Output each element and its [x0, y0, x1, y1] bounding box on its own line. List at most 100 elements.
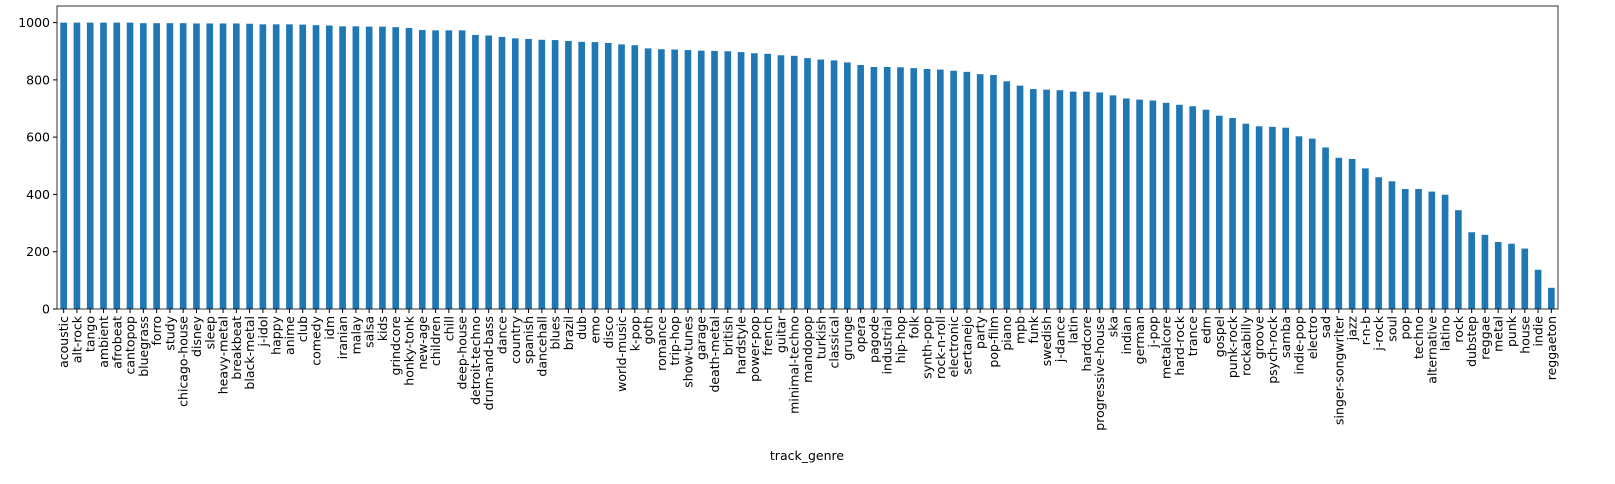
- x-tick-label: rockabilly: [1238, 315, 1253, 375]
- bar: [166, 23, 174, 310]
- x-tick-label: indie: [1531, 316, 1546, 347]
- bar: [511, 38, 519, 310]
- x-tick-label: hardstyle: [734, 316, 749, 375]
- bar: [1468, 232, 1475, 309]
- x-tick-label: iranian: [335, 316, 350, 359]
- x-tick-label: chicago-house: [176, 316, 191, 407]
- bar: [697, 50, 705, 309]
- x-tick-label: malay: [348, 315, 363, 354]
- bar: [259, 24, 267, 310]
- x-tick-label: new-age: [415, 316, 430, 370]
- x-tick-label: samba: [1278, 316, 1293, 358]
- x-tick-label: power-pop: [747, 316, 762, 382]
- bar: [193, 23, 200, 309]
- bar: [1508, 243, 1515, 309]
- bar: [790, 55, 798, 309]
- bar: [591, 42, 599, 309]
- x-tick-label: acoustic: [56, 316, 71, 368]
- x-tick-label: romance: [654, 316, 669, 371]
- x-tick-label: rock: [1451, 315, 1466, 342]
- bar: [1149, 100, 1157, 309]
- bar: [976, 74, 984, 310]
- bar: [1388, 181, 1396, 309]
- x-tick-label: sertanejo: [959, 316, 974, 375]
- x-tick-label: black-metal: [242, 316, 257, 390]
- x-tick-label: drum-and-bass: [481, 316, 496, 410]
- bar: [1069, 91, 1077, 309]
- bar: [1441, 194, 1449, 309]
- bar: [1189, 106, 1197, 309]
- x-tick-label: latin: [1066, 316, 1081, 343]
- x-tick-label: comedy: [309, 315, 324, 365]
- bar: [658, 49, 665, 309]
- bar: [140, 23, 147, 310]
- x-tick-label: club: [295, 316, 310, 342]
- x-tick-label: tango: [83, 316, 98, 352]
- x-tick-label: j-rock: [1371, 315, 1386, 351]
- bar: [246, 23, 253, 310]
- bar: [1521, 248, 1529, 309]
- x-tick-label: electronic: [946, 316, 961, 378]
- x-tick-label: electro: [1305, 316, 1320, 359]
- bar: [578, 41, 586, 309]
- x-tick-label: dub: [574, 316, 589, 340]
- bar: [857, 64, 864, 309]
- bar: [551, 40, 559, 309]
- bar: [153, 23, 160, 310]
- bar: [1122, 98, 1130, 309]
- y-tick-label: 600: [26, 130, 50, 145]
- bar: [937, 69, 944, 309]
- bar: [179, 23, 187, 310]
- x-tick-label: idm: [322, 316, 337, 340]
- x-tick-label: k-pop: [627, 316, 642, 351]
- x-tick-label: emo: [587, 316, 602, 344]
- y-tick-label: 200: [26, 244, 50, 259]
- bar: [206, 23, 214, 309]
- y-tick-label: 1000: [18, 15, 50, 30]
- x-tick-label: punk: [1504, 315, 1519, 347]
- x-tick-label: alternative: [1424, 316, 1439, 384]
- bar: [86, 22, 94, 309]
- x-tick-label: r-n-b: [1358, 316, 1373, 345]
- bar: [684, 50, 692, 309]
- x-tick-label: reggaeton: [1544, 316, 1559, 380]
- x-tick-label: ambient: [96, 316, 111, 368]
- bar: [219, 23, 227, 309]
- x-tick-label: honky-tonk: [402, 315, 417, 385]
- bar: [445, 30, 453, 309]
- bar: [1255, 126, 1263, 309]
- bar: [113, 22, 121, 309]
- bar: [1016, 85, 1024, 309]
- plot-frame: [56, 5, 1559, 310]
- bar: [299, 24, 307, 309]
- bar: [498, 36, 506, 310]
- x-tick-label: gospel: [1212, 316, 1227, 357]
- x-tick-label: dubstep: [1464, 316, 1479, 367]
- x-tick-label: hip-hop: [893, 316, 908, 363]
- x-tick-label: punk-rock: [1225, 315, 1240, 378]
- bar: [352, 26, 360, 309]
- bar: [1176, 104, 1183, 309]
- x-tick-label: garage: [694, 316, 709, 360]
- x-tick-label: alt-rock: [69, 315, 84, 363]
- bar: [1308, 138, 1316, 309]
- bar: [485, 35, 493, 309]
- x-tick-label: reggae: [1477, 316, 1492, 360]
- x-tick-label: indie-pop: [1291, 316, 1306, 375]
- x-tick-label: ska: [1106, 316, 1121, 337]
- x-tick-label: mpb: [1013, 316, 1028, 344]
- bar: [1096, 92, 1104, 310]
- x-tick-label: death-metal: [707, 316, 722, 393]
- y-tick-label: 800: [26, 72, 50, 87]
- bar: [1375, 177, 1382, 309]
- bar: [844, 62, 851, 309]
- x-tick-label: french: [760, 316, 775, 356]
- bar: [233, 23, 240, 309]
- x-tick-label: house: [1517, 316, 1532, 354]
- bar: [1056, 90, 1064, 309]
- bar: [923, 69, 931, 309]
- x-tick-label: country: [508, 315, 523, 363]
- bar: [631, 45, 639, 309]
- bar: [1295, 136, 1303, 309]
